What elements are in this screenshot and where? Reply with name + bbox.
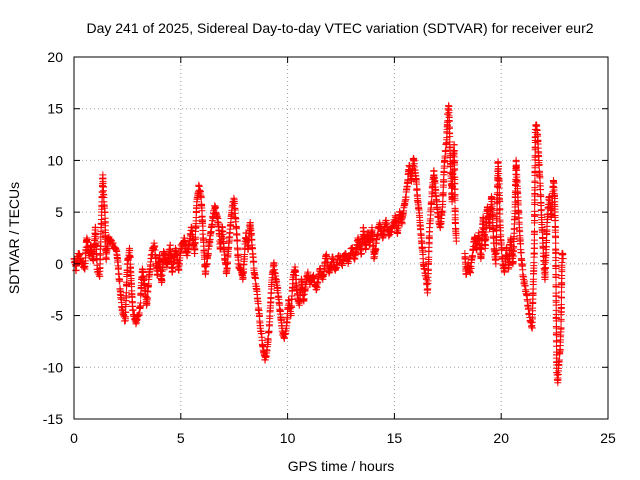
data-point [231, 206, 239, 214]
x-tick-label: 5 [177, 430, 185, 446]
data-point [287, 302, 295, 310]
data-point [531, 207, 539, 215]
data-point [116, 277, 124, 285]
data-point [517, 240, 525, 248]
y-tick-label: -15 [43, 411, 63, 427]
y-tick-label: 5 [55, 204, 63, 220]
data-point [552, 254, 560, 262]
data-point [122, 289, 130, 297]
plot-frame [73, 56, 609, 420]
x-tick-label: 0 [70, 430, 78, 446]
data-point [424, 266, 432, 274]
data-point [555, 356, 563, 364]
data-point [359, 231, 367, 239]
data-point [517, 249, 525, 257]
data-point [531, 199, 539, 207]
y-tick-label: -5 [51, 308, 64, 324]
data-point [232, 215, 240, 223]
axis-ticks: 0 5 10 15 20 25 -15 -10 -5 0 5 10 15 20 [43, 49, 616, 446]
data-point [445, 123, 453, 131]
data-point [552, 273, 560, 281]
data-point [530, 227, 538, 235]
data-point [451, 196, 459, 204]
data-point [496, 198, 504, 206]
data-point [137, 299, 145, 307]
y-axis-title: SDTVAR / TECUs [6, 182, 22, 294]
data-point [442, 147, 450, 155]
data-point [191, 235, 199, 243]
data-point [492, 247, 500, 255]
data-point [480, 217, 488, 225]
data-point [451, 166, 459, 174]
data-point [264, 336, 272, 344]
data-point [413, 185, 421, 193]
data-point [496, 210, 504, 218]
y-tick-label: 10 [47, 152, 63, 168]
data-point [552, 263, 560, 271]
data-points [70, 102, 567, 387]
data-point [557, 324, 565, 332]
data-point [256, 311, 264, 319]
data-point [537, 199, 545, 207]
data-point [233, 237, 241, 245]
data-point [531, 153, 539, 161]
data-point [559, 255, 567, 263]
x-tick-label: 10 [280, 430, 296, 446]
data-point [199, 227, 207, 235]
data-point [440, 178, 448, 186]
data-point [89, 256, 97, 264]
data-point [498, 245, 506, 253]
data-point [197, 194, 205, 202]
data-point [101, 208, 109, 216]
data-point [166, 241, 174, 249]
y-tick-label: 15 [47, 101, 63, 117]
data-point [537, 192, 545, 200]
data-point [250, 258, 258, 266]
data-point [531, 179, 539, 187]
y-tick-label: 20 [47, 49, 63, 65]
x-tick-label: 20 [493, 430, 509, 446]
data-point [143, 294, 151, 302]
data-point [320, 267, 328, 275]
data-point [494, 163, 502, 171]
data-point [121, 315, 129, 323]
x-tick-label: 25 [600, 430, 616, 446]
data-point [445, 117, 453, 125]
data-point [543, 236, 551, 244]
data-point [557, 301, 565, 309]
data-point [152, 253, 160, 261]
data-point [535, 160, 543, 168]
y-tick-label: -10 [43, 359, 63, 375]
data-point [372, 246, 380, 254]
chart-title: Day 241 of 2025, Sidereal Day-to-day VTE… [86, 20, 593, 36]
x-axis-title: GPS time / hours [288, 458, 395, 474]
data-point [469, 253, 477, 261]
data-point [191, 246, 199, 254]
data-point [467, 265, 475, 273]
data-point [409, 161, 417, 169]
y-tick-label: 0 [55, 256, 63, 272]
data-point [452, 237, 460, 245]
x-tick-label: 15 [387, 430, 403, 446]
data-point [424, 277, 432, 285]
data-point [287, 310, 295, 318]
data-point [552, 239, 560, 247]
grid [74, 57, 608, 419]
data-point [277, 307, 285, 315]
data-point [466, 269, 474, 277]
data-point [428, 190, 436, 198]
data-point [96, 251, 104, 259]
data-point [492, 234, 500, 242]
data-point [126, 253, 134, 261]
